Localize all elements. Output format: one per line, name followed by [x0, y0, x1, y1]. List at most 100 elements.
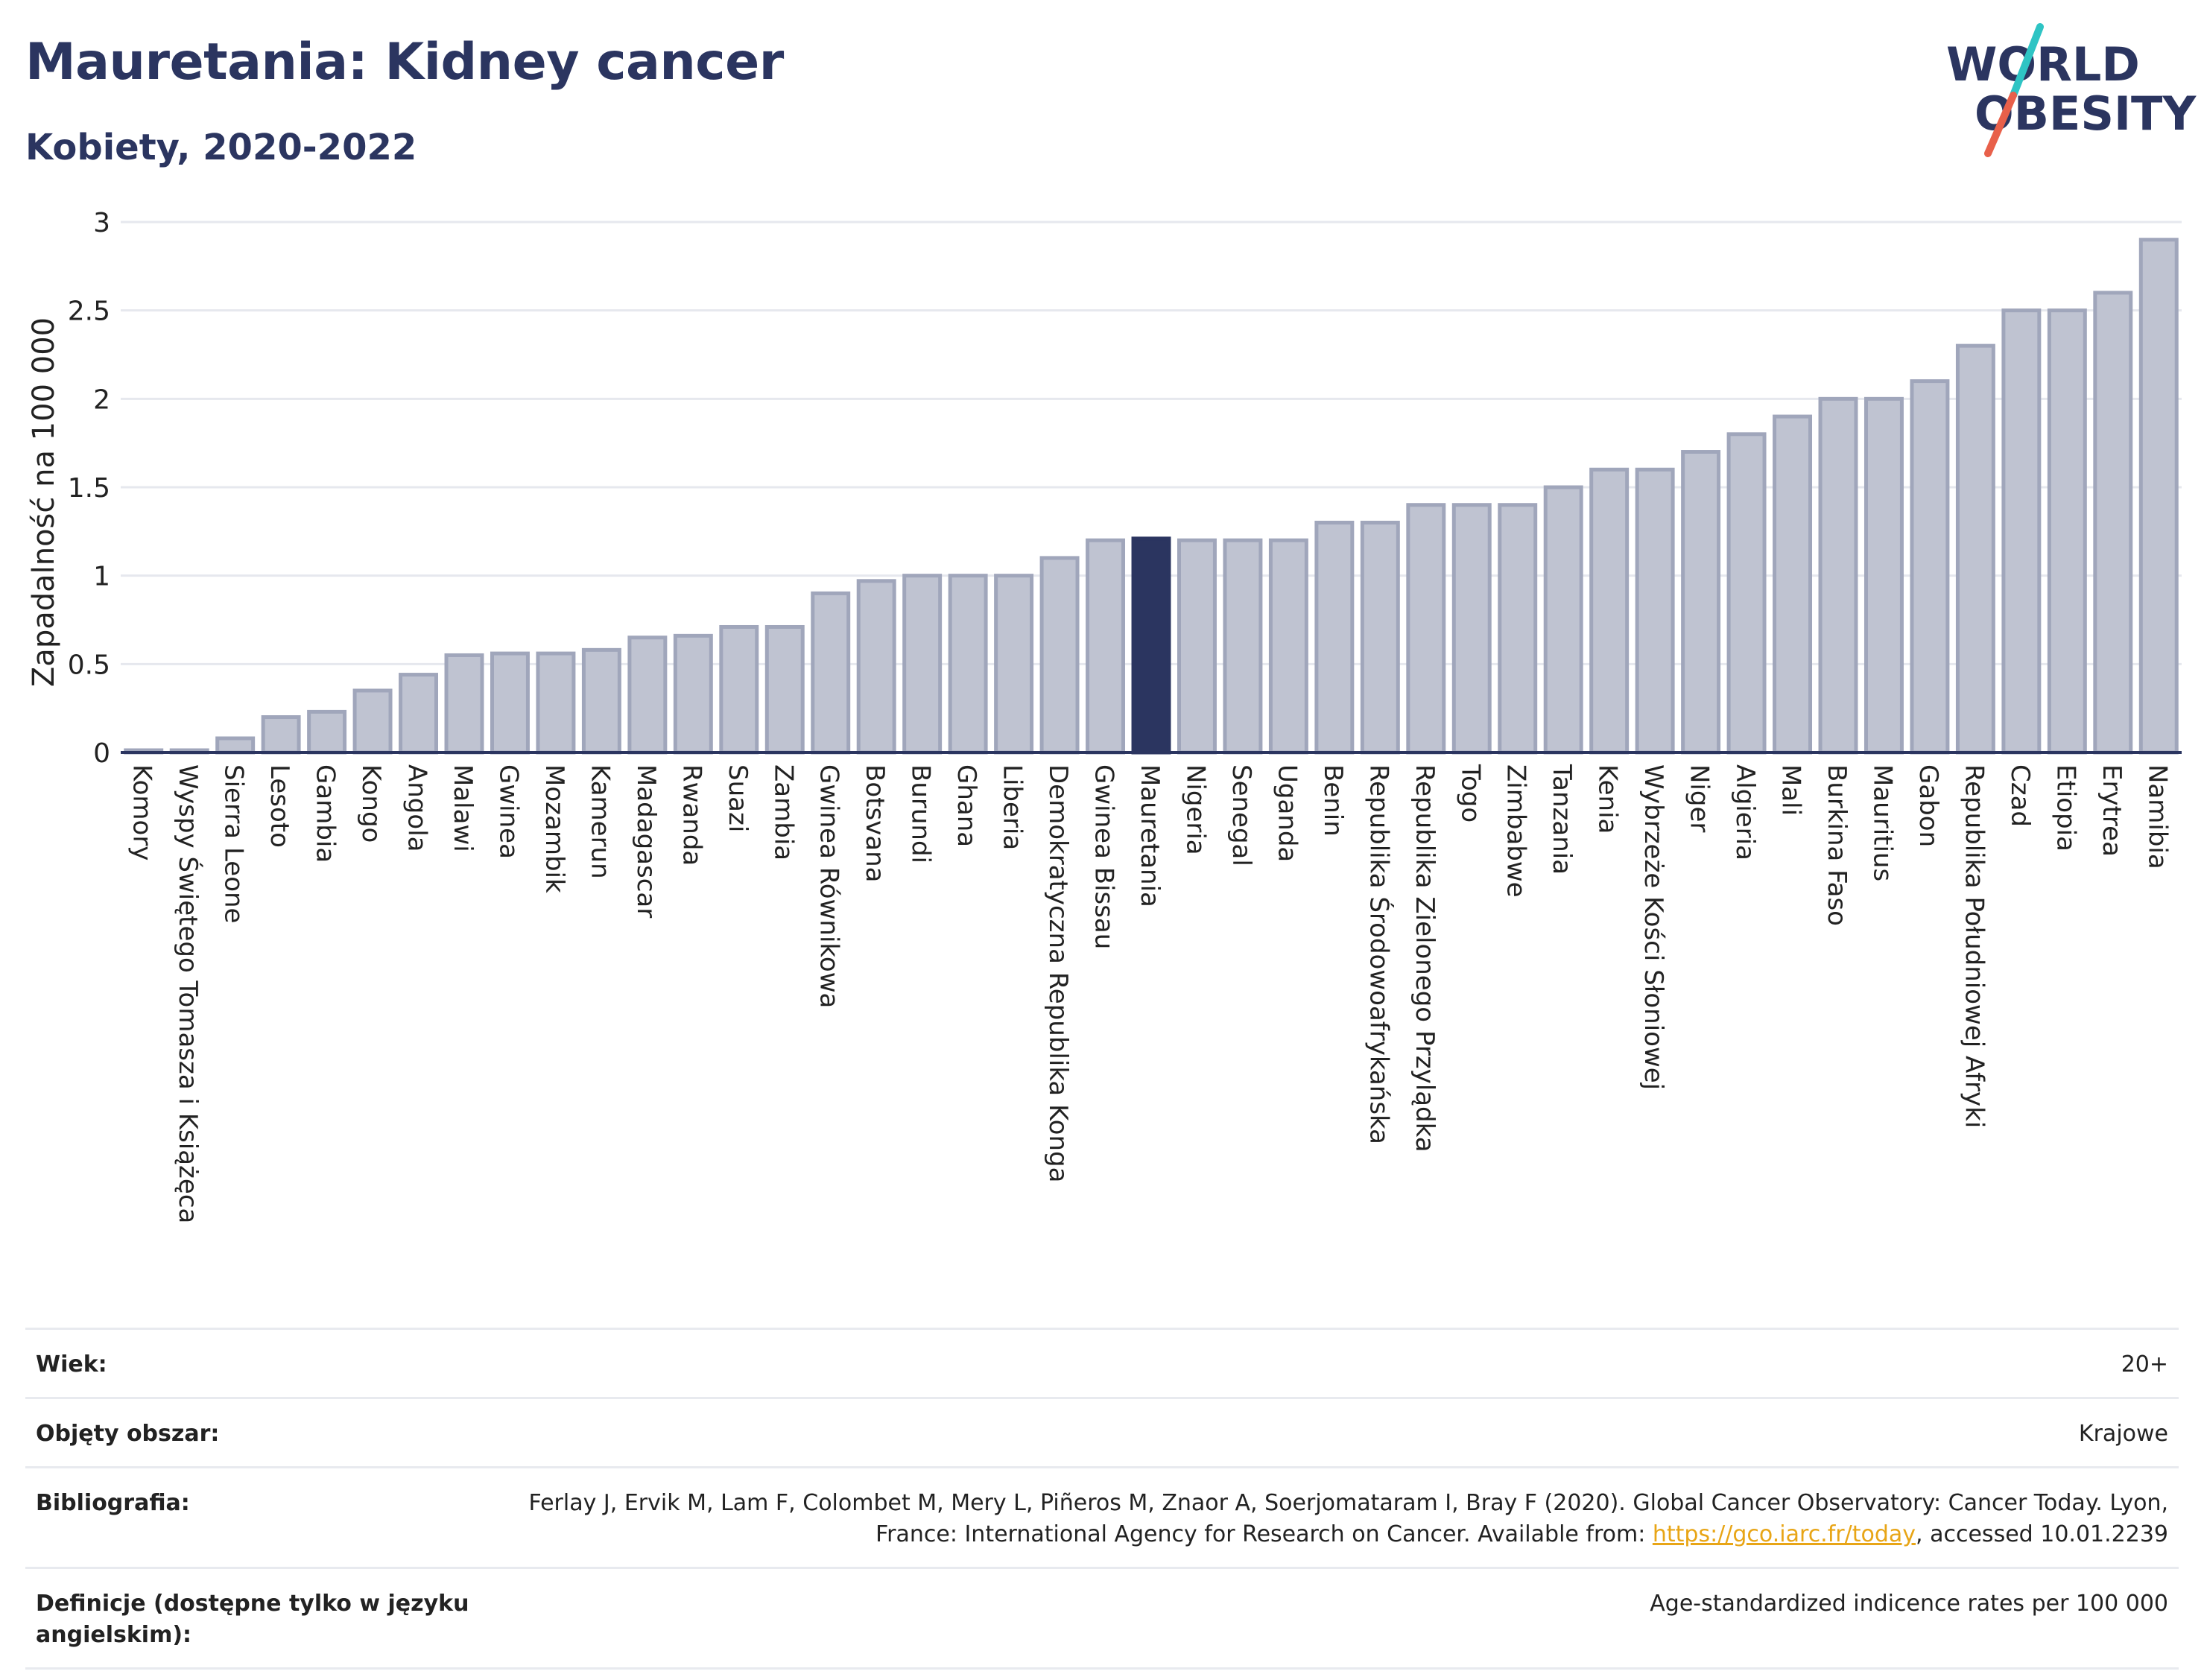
x-tick-label: Republika Zielonego Przylądka — [1410, 764, 1440, 1153]
bar-31[interactable] — [1543, 485, 1583, 755]
x-tick-label: Demokratyczna Republika Konga — [1043, 764, 1073, 1182]
bar-9[interactable] — [536, 651, 576, 755]
bar-41[interactable] — [2001, 308, 2042, 755]
y-tick-label: 0.5 — [68, 650, 110, 680]
bar-15[interactable] — [811, 591, 851, 755]
bar-32[interactable] — [1589, 467, 1630, 755]
bar-5[interactable] — [352, 688, 393, 755]
bar-38[interactable] — [1863, 396, 1904, 755]
x-tick-label: Suazi — [723, 764, 753, 832]
bar-33[interactable] — [1635, 467, 1675, 755]
x-tick-label: Burkina Faso — [1822, 764, 1852, 926]
meta-age-label: Wiek: — [36, 1351, 107, 1378]
x-tick-label: Lesoto — [265, 764, 294, 848]
bar-2[interactable] — [215, 736, 256, 755]
page-title: Mauretania: Kidney cancer — [25, 33, 784, 92]
bar-18[interactable] — [948, 574, 988, 755]
bar-27[interactable] — [1360, 520, 1400, 755]
bar-20[interactable] — [1039, 556, 1080, 755]
bar-12[interactable] — [673, 633, 713, 755]
x-tick-label: Czad — [2005, 764, 2035, 827]
page-subtitle: Kobiety, 2020-2022 — [25, 127, 417, 168]
bar-10[interactable] — [581, 647, 621, 755]
bar-6[interactable] — [399, 673, 439, 755]
x-tick-label: Kamerun — [585, 764, 615, 879]
bar-29[interactable] — [1451, 503, 1492, 755]
bar-34[interactable] — [1681, 450, 1721, 755]
x-tick-label: Kenia — [1593, 764, 1623, 834]
x-tick-label: Ghana — [951, 764, 981, 847]
bar-30[interactable] — [1498, 503, 1538, 755]
x-tick-label: Madagascar — [631, 764, 661, 918]
y-axis-label: Zapadalność na 100 000 — [27, 317, 61, 687]
meta-row-age: Wiek: 20+ — [25, 1328, 2179, 1397]
x-tick-label: Liberia — [998, 764, 1027, 850]
x-tick-label: Mali — [1776, 764, 1806, 816]
bar-19[interactable] — [994, 574, 1034, 755]
x-tick-label: Komory — [127, 764, 157, 860]
y-tick-label: 2 — [93, 384, 110, 415]
logo-word-1: WORLD — [1946, 37, 2140, 92]
bar-7[interactable] — [444, 653, 484, 755]
meta-row-bibliography: Bibliografia: Ferlay J, Ervik M, Lam F, … — [25, 1466, 2179, 1567]
x-tick-label: Gwinea — [493, 764, 523, 859]
bar-23[interactable] — [1177, 538, 1217, 755]
bar-24[interactable] — [1223, 538, 1263, 755]
meta-row-definitions: Definicje (dostępne tylko w języku angie… — [25, 1567, 2179, 1670]
x-tick-label: Nigeria — [1180, 764, 1210, 855]
bar-36[interactable] — [1773, 414, 1813, 755]
x-tick-label: Benin — [1318, 764, 1348, 837]
x-tick-label: Wybrzeże Kości Słoniowej — [1638, 764, 1668, 1090]
bib-text: Ferlay J, Ervik M, Lam F, Colombet M, Me… — [528, 1490, 2168, 1547]
x-tick-label: Sierra Leone — [219, 764, 249, 923]
y-tick-label: 1.5 — [68, 473, 110, 504]
bar-40[interactable] — [1955, 343, 1995, 755]
bar-3[interactable] — [261, 715, 301, 755]
x-tick-label: Angola — [402, 764, 432, 852]
world-obesity-logo: WORLD OBESITY — [1945, 21, 2196, 162]
x-tick-label: Niger — [1685, 764, 1714, 832]
bar-14[interactable] — [764, 624, 805, 755]
x-tick-label: Gabon — [1913, 764, 1943, 847]
x-tick-label: Zambia — [768, 764, 798, 860]
bib-link[interactable]: https://gco.iarc.fr/today — [1652, 1521, 1916, 1547]
x-tick-label: Gwinea Bissau — [1089, 764, 1119, 949]
meta-bib-value: Ferlay J, Ervik M, Lam F, Colombet M, Me… — [514, 1488, 2168, 1550]
bar-13[interactable] — [719, 624, 759, 755]
x-tick-label: Togo — [1455, 764, 1485, 822]
x-tick-label: Gambia — [311, 764, 341, 863]
bar-28[interactable] — [1406, 503, 1446, 755]
x-tick-label: Republika Środowoafrykańska — [1364, 764, 1394, 1144]
meta-coverage-label: Objęty obszar: — [36, 1421, 220, 1447]
bar-43[interactable] — [2093, 291, 2133, 755]
x-tick-label: Erytrea — [2097, 764, 2127, 857]
bar-4[interactable] — [307, 709, 347, 755]
bar-39[interactable] — [1910, 379, 1950, 755]
x-tick-label: Mauritius — [1867, 764, 1897, 881]
x-tick-label: Republika Południowej Afryki — [1959, 764, 1989, 1128]
x-tick-label: Burundi — [906, 764, 936, 863]
bar-17[interactable] — [902, 574, 943, 755]
bar-37[interactable] — [1818, 396, 1858, 755]
meta-def-label: Definicje (dostępne tylko w języku angie… — [36, 1591, 469, 1648]
meta-coverage-value: Krajowe — [2078, 1421, 2168, 1447]
bar-21[interactable] — [1086, 538, 1126, 755]
bar-25[interactable] — [1268, 538, 1308, 755]
bar-35[interactable] — [1726, 432, 1767, 755]
bar-16[interactable] — [856, 579, 896, 755]
metadata-table: Wiek: 20+ Objęty obszar: Krajowe Bibliog… — [25, 1328, 2179, 1670]
x-tick-label: Kongo — [356, 764, 386, 843]
x-tick-label: Gwinea Równikowa — [814, 764, 844, 1008]
bar-26[interactable] — [1314, 520, 1355, 755]
bar-11[interactable] — [627, 635, 668, 755]
bib-text-end: , accessed 10.01.2239 — [1916, 1521, 2168, 1547]
x-tick-label: Wyspy Świętego Tomasza i Książęca — [173, 764, 203, 1223]
bar-44[interactable] — [2138, 238, 2179, 755]
bar-42[interactable] — [2047, 308, 2087, 755]
bar-8[interactable] — [490, 651, 530, 755]
y-tick-label: 3 — [93, 208, 110, 238]
bar-22[interactable] — [1131, 536, 1171, 755]
meta-age-value: 20+ — [2121, 1351, 2168, 1378]
logo-slash-icon — [1984, 23, 2044, 157]
x-tick-label: Rwanda — [677, 764, 706, 866]
